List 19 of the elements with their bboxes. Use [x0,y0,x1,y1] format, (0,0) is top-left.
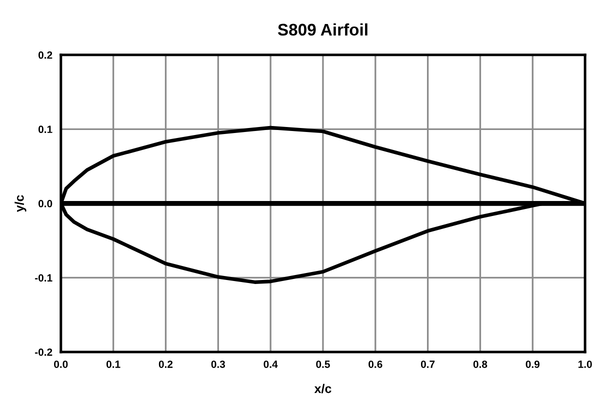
x-tick-label: 0.5 [316,360,330,368]
x-axis-title: x/c [314,384,332,394]
x-tick-label: 0.8 [473,360,488,368]
x-tick-label: 0.1 [106,360,120,368]
chart-title: S809 Airfoil [278,23,368,36]
x-tick-label: 1.0 [578,360,592,368]
y-tick-label: -0.1 [35,274,52,282]
x-tick-label: 0.0 [54,360,68,368]
y-axis-title: y/c [14,195,26,212]
x-tick-label: 0.7 [420,360,435,368]
y-tick-label: 0.0 [38,200,52,208]
x-tick-label: 0.3 [211,360,226,368]
x-tick-label: 0.6 [368,360,382,368]
x-tick-label: 0.9 [526,360,540,368]
x-tick-label: 0.2 [158,360,173,368]
y-tick-label: -0.2 [35,348,52,356]
y-tick-label: 0.2 [38,51,52,59]
y-tick-label: 0.1 [38,126,52,134]
x-tick-label: 0.4 [264,360,278,368]
